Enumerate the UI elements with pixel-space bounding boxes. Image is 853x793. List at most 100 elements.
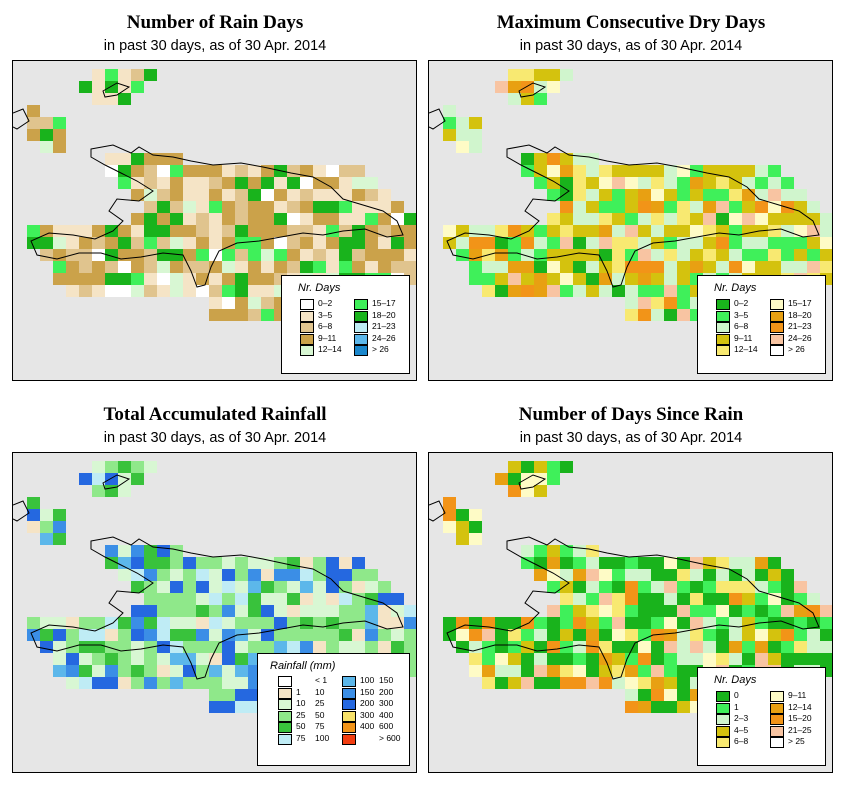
grid-cell xyxy=(105,249,118,261)
legend-label: 1 xyxy=(734,701,739,712)
grid-cell xyxy=(313,629,326,641)
grid-cell xyxy=(53,225,66,237)
grid-cell xyxy=(612,641,625,653)
grid-cell xyxy=(287,249,300,261)
grid-cell xyxy=(534,93,547,105)
grid-cell xyxy=(170,213,183,225)
grid-cell xyxy=(209,297,222,309)
grid-cell xyxy=(547,249,560,261)
grid-cell xyxy=(300,201,313,213)
grid-cell xyxy=(118,153,131,165)
grid-cell xyxy=(534,461,547,473)
grid-cell xyxy=(326,629,339,641)
grid-cell xyxy=(547,557,560,569)
legend-label-high: > 600 xyxy=(379,732,401,743)
grid-cell xyxy=(339,237,352,249)
grid-cell xyxy=(625,569,638,581)
grid-cell xyxy=(443,129,456,141)
grid-cell xyxy=(183,641,196,653)
grid-cell xyxy=(521,617,534,629)
grid-cell xyxy=(300,213,313,225)
grid-cell xyxy=(118,665,131,677)
grid-cell xyxy=(131,285,144,297)
grid-cell xyxy=(625,201,638,213)
grid-cell xyxy=(261,177,274,189)
grid-cell xyxy=(443,497,456,509)
grid-cell xyxy=(222,249,235,261)
grid-cell xyxy=(508,261,521,273)
grid-cell xyxy=(352,605,365,617)
grid-cell xyxy=(443,117,456,129)
grid-cell xyxy=(625,689,638,701)
grid-cell xyxy=(339,213,352,225)
grid-cell xyxy=(235,593,248,605)
legend-label-high: 150 xyxy=(379,675,394,685)
grid-cell xyxy=(768,617,781,629)
grid-cell xyxy=(157,249,170,261)
grid-cell xyxy=(547,213,560,225)
grid-cell xyxy=(27,509,40,521)
grid-cell xyxy=(703,557,716,569)
grid-cell xyxy=(222,201,235,213)
grid-cell xyxy=(573,665,586,677)
grid-cell xyxy=(222,641,235,653)
grid-cell xyxy=(469,237,482,249)
grid-cell xyxy=(690,653,703,665)
grid-cell xyxy=(274,617,287,629)
panel-title: Number of Days Since Rain xyxy=(518,404,744,425)
grid-cell xyxy=(729,213,742,225)
grid-cell xyxy=(495,653,508,665)
grid-cell xyxy=(118,629,131,641)
grid-cell xyxy=(131,189,144,201)
grid-cell xyxy=(365,177,378,189)
grid-cell xyxy=(79,285,92,297)
grid-cell xyxy=(755,201,768,213)
grid-cell xyxy=(521,545,534,557)
grid-cell xyxy=(209,189,222,201)
grid-cell xyxy=(495,261,508,273)
grid-cell xyxy=(625,237,638,249)
grid-cell xyxy=(599,677,612,689)
grid-cell xyxy=(352,569,365,581)
legend: Nr. Days 0 1 2–3 4–5 6–8 9–11 12–14 15–20 21–25 >… xyxy=(697,667,826,766)
grid-cell xyxy=(274,225,287,237)
grid-cell xyxy=(131,261,144,273)
grid-cell xyxy=(495,473,508,485)
map-frame: Nr. Days 0–2 3–5 6–8 9–11 12–14 15–17 18–20 21–… xyxy=(428,60,833,381)
legend-label-high: 75 xyxy=(315,721,325,731)
grid-cell xyxy=(222,677,235,689)
grid-cell xyxy=(547,545,560,557)
grid-cell xyxy=(261,593,274,605)
legend-label: 3–5 xyxy=(734,309,749,320)
grid-cell xyxy=(495,273,508,285)
grid-cell xyxy=(508,81,521,93)
legend-swatch xyxy=(716,691,730,702)
grid-cell xyxy=(27,225,40,237)
grid-cell xyxy=(339,201,352,213)
grid-cell xyxy=(131,629,144,641)
grid-cell xyxy=(612,569,625,581)
grid-cell xyxy=(755,189,768,201)
grid-cell xyxy=(313,189,326,201)
grid-cell xyxy=(170,273,183,285)
grid-cell xyxy=(79,653,92,665)
grid-cell xyxy=(716,225,729,237)
grid-cell xyxy=(521,273,534,285)
grid-cell xyxy=(378,189,391,201)
grid-cell xyxy=(79,665,92,677)
legend-label-low: 400 xyxy=(360,721,375,731)
grid-cell xyxy=(651,677,664,689)
grid-cell xyxy=(235,617,248,629)
grid-cell xyxy=(638,249,651,261)
grid-cell xyxy=(105,237,118,249)
grid-cell xyxy=(118,69,131,81)
grid-cell xyxy=(560,581,573,593)
legend-label-low: 300 xyxy=(360,709,375,720)
grid-cell xyxy=(534,261,547,273)
grid-cell xyxy=(573,593,586,605)
grid-cell xyxy=(664,581,677,593)
grid-cell xyxy=(209,285,222,297)
grid-cell xyxy=(300,249,313,261)
grid-cell xyxy=(495,641,508,653)
grid-cell xyxy=(274,189,287,201)
